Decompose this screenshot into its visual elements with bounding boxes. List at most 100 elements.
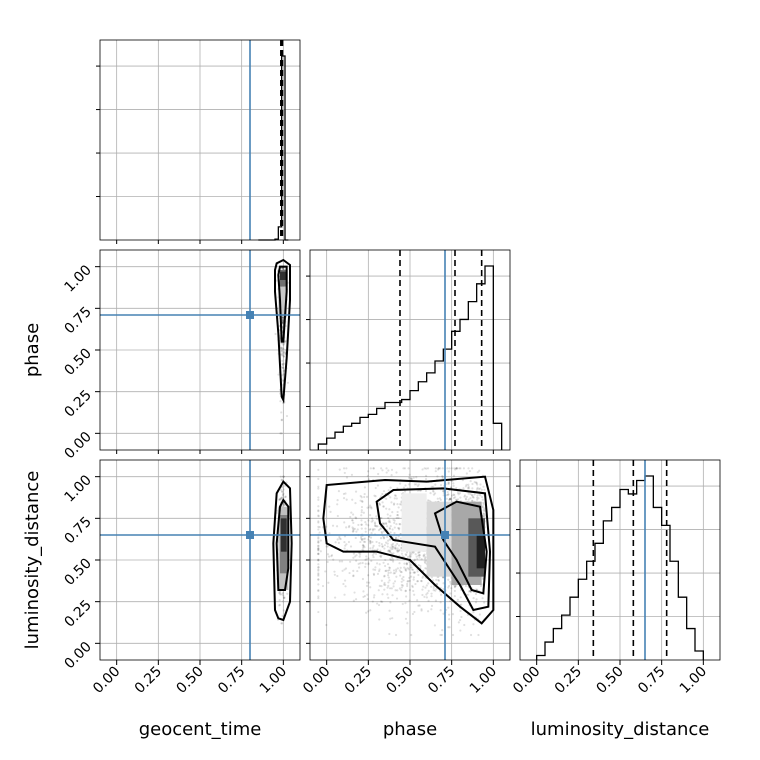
sample-point bbox=[393, 519, 396, 522]
x-tick-label: 0.75 bbox=[425, 664, 458, 697]
sample-point bbox=[364, 521, 367, 524]
sample-point bbox=[381, 492, 384, 496]
sample-point bbox=[317, 549, 320, 552]
sample-point bbox=[397, 526, 400, 530]
sample-point bbox=[388, 521, 392, 524]
sample-point bbox=[317, 569, 320, 572]
sample-point bbox=[372, 467, 375, 470]
sample-point bbox=[483, 514, 487, 517]
sample-point bbox=[388, 568, 391, 572]
sample-point bbox=[348, 560, 352, 563]
sample-point bbox=[430, 608, 433, 611]
sample-point bbox=[380, 554, 383, 557]
sample-point bbox=[396, 589, 399, 592]
sample-point bbox=[475, 487, 479, 491]
sample-point bbox=[398, 522, 401, 526]
sample-point bbox=[388, 587, 392, 590]
sample-point bbox=[453, 589, 456, 593]
sample-point bbox=[396, 513, 399, 517]
sample-point bbox=[423, 553, 426, 556]
sample-point bbox=[449, 486, 453, 489]
sample-point bbox=[281, 347, 284, 350]
sample-point bbox=[345, 476, 349, 479]
sample-point bbox=[361, 500, 364, 503]
sample-point bbox=[482, 514, 485, 517]
sample-point bbox=[356, 528, 359, 531]
sample-point bbox=[396, 549, 400, 552]
sample-point bbox=[482, 485, 485, 488]
sample-point bbox=[418, 604, 421, 607]
sample-point bbox=[471, 496, 474, 499]
sample-point bbox=[456, 498, 460, 501]
sample-point bbox=[475, 598, 478, 601]
sample-point bbox=[434, 467, 437, 470]
sample-point bbox=[483, 488, 486, 491]
sample-point bbox=[453, 467, 456, 470]
sample-point bbox=[365, 555, 368, 558]
sample-point bbox=[452, 496, 455, 500]
sample-point bbox=[361, 500, 364, 503]
sample-point bbox=[378, 568, 381, 571]
sample-point bbox=[432, 489, 435, 492]
sample-point bbox=[467, 593, 470, 596]
sample-point bbox=[391, 545, 394, 548]
sample-point bbox=[409, 566, 412, 569]
sample-point bbox=[395, 597, 399, 600]
sample-point bbox=[387, 516, 390, 520]
sample-point bbox=[282, 600, 285, 603]
sample-point bbox=[317, 548, 320, 551]
sample-point bbox=[367, 563, 370, 566]
sample-point bbox=[399, 566, 402, 569]
sample-point bbox=[282, 488, 285, 491]
sample-point bbox=[386, 574, 390, 577]
sample-point bbox=[279, 488, 283, 491]
sample-point bbox=[370, 507, 373, 510]
sample-point bbox=[404, 590, 407, 593]
sample-point bbox=[417, 563, 420, 567]
sample-point bbox=[326, 553, 330, 556]
sample-point bbox=[426, 499, 430, 502]
sample-point bbox=[352, 574, 355, 577]
sample-point bbox=[342, 497, 346, 500]
sample-point bbox=[281, 321, 285, 324]
sample-point bbox=[430, 576, 433, 579]
sample-point bbox=[453, 585, 456, 588]
sample-point bbox=[348, 571, 351, 575]
density-contour bbox=[272, 480, 293, 622]
sample-point bbox=[278, 498, 281, 501]
sample-point bbox=[347, 526, 351, 529]
sample-point bbox=[388, 550, 392, 553]
truth-marker bbox=[441, 531, 449, 539]
sample-point bbox=[280, 418, 283, 421]
sample-point bbox=[390, 543, 393, 546]
sample-point bbox=[282, 355, 286, 358]
sample-point bbox=[394, 546, 397, 550]
sample-point bbox=[390, 501, 393, 504]
sample-point bbox=[449, 592, 452, 595]
sample-point bbox=[387, 489, 390, 492]
sample-point bbox=[426, 591, 429, 595]
sample-point bbox=[280, 419, 283, 422]
sample-point bbox=[467, 487, 471, 490]
sample-point bbox=[434, 599, 438, 602]
sample-point bbox=[278, 604, 281, 607]
sample-point bbox=[440, 593, 443, 596]
sample-point bbox=[460, 603, 463, 606]
sample-point bbox=[411, 584, 414, 587]
y-tick-label: 1.00 bbox=[61, 262, 94, 295]
sample-point bbox=[317, 498, 320, 501]
sample-point bbox=[427, 589, 430, 593]
sample-point bbox=[326, 560, 329, 564]
sample-point bbox=[279, 475, 282, 478]
sample-point bbox=[410, 633, 413, 637]
sample-point bbox=[317, 485, 320, 488]
sample-point bbox=[376, 572, 380, 575]
sample-point bbox=[403, 490, 407, 493]
sample-point bbox=[378, 541, 381, 545]
sample-point bbox=[378, 584, 381, 587]
sample-point bbox=[372, 467, 375, 470]
sample-point bbox=[459, 467, 462, 470]
sample-point bbox=[393, 572, 396, 575]
x-tick-label: 0.00 bbox=[300, 664, 333, 697]
sample-point bbox=[363, 546, 366, 549]
